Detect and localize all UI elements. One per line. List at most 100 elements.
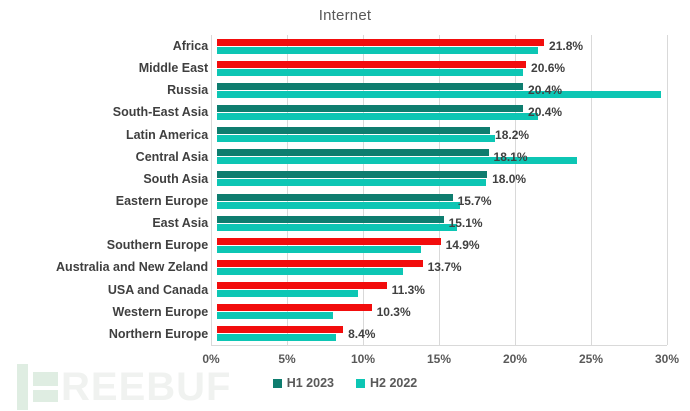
category-row: Africa 21.8% [0, 35, 667, 57]
category-label: Eastern Europe [115, 194, 209, 209]
bar-pair: 18.1% [217, 146, 667, 168]
bar-pair: 20.6% [217, 57, 667, 79]
bar-h2-2022 [217, 135, 495, 143]
bar-h1-2023 [217, 149, 489, 157]
bar-pair: 15.7% [217, 190, 667, 212]
bar-h1-2023 [217, 60, 527, 68]
category-row: Latin America 18.2% [0, 124, 667, 146]
bar-h1-2023 [217, 215, 444, 223]
bar-h2-2022 [217, 46, 539, 54]
category-row: South Asia 18.0% [0, 168, 667, 190]
bar-h1-2023 [217, 193, 453, 201]
data-label: 14.9% [445, 238, 480, 253]
x-axis-tick-label: 30% [654, 352, 680, 366]
category-label: Africa [172, 39, 209, 54]
bar-pair: 8.4% [217, 323, 667, 345]
bar-h2-2022 [217, 223, 458, 231]
bar-h1-2023 [217, 127, 491, 135]
bar-pair: 11.3% [217, 279, 667, 301]
bar-h1-2023 [217, 82, 524, 90]
legend: H1 2023 H2 2022 [0, 376, 690, 390]
category-row: Russia 20.4% [0, 79, 667, 101]
bar-h2-2022 [217, 290, 359, 298]
x-axis-tick-label: 10% [350, 352, 375, 366]
category-row: Southern Europe 14.9% [0, 234, 667, 256]
plot-area [211, 35, 668, 346]
category-row: South-East Asia 20.4% [0, 101, 667, 123]
category-label: Middle East [138, 61, 209, 76]
data-label: 15.1% [448, 216, 483, 231]
data-label: 10.3% [376, 304, 411, 319]
x-axis-tick-label: 25% [578, 352, 604, 366]
data-label: 20.6% [531, 61, 566, 76]
gridline [286, 35, 288, 345]
legend-label: H2 2022 [370, 376, 418, 390]
data-label: 18.0% [492, 171, 527, 186]
bar-h1-2023 [217, 38, 545, 46]
bar-h2-2022 [217, 312, 333, 320]
freebuf-watermark-text: REEBUF [61, 364, 232, 409]
data-label: 20.4% [528, 83, 563, 98]
category-label: South-East Asia [112, 105, 209, 120]
category-label: Southern Europe [106, 238, 209, 253]
bar-pair: 20.4% [217, 79, 667, 101]
legend-swatch-icon [356, 378, 365, 388]
category-row: USA and Canada 11.3% [0, 279, 667, 301]
freebuf-logo-f-icon [33, 371, 58, 402]
gridline [514, 35, 516, 345]
category-label: Australia and New Zeland [56, 260, 209, 275]
gridline [591, 35, 592, 345]
legend-swatch-icon [272, 378, 282, 388]
bar-pair: 18.2% [217, 124, 667, 146]
data-label: 18.2% [495, 127, 530, 142]
data-label: 20.4% [528, 105, 563, 120]
bar-h2-2022 [217, 334, 336, 342]
bar-pair: 14.9% [217, 234, 667, 256]
freebuf-logo-bar-icon [17, 363, 28, 410]
bar-h2-2022 [217, 267, 404, 275]
data-label: 21.8% [549, 39, 584, 54]
legend-item: H2 2022 [356, 376, 417, 390]
category-label: Central Asia [135, 149, 209, 164]
data-label: 15.7% [457, 194, 492, 209]
category-row: Northern Europe 8.4% [0, 323, 667, 345]
bar-h2-2022 [217, 112, 539, 120]
bar-h2-2022 [217, 201, 461, 209]
bar-h1-2023 [217, 304, 372, 312]
category-label: East Asia [152, 216, 209, 231]
category-label: Russia [167, 83, 209, 98]
category-label: USA and Canada [107, 282, 209, 297]
chart-title: Internet [318, 7, 372, 24]
category-label: Latin America [125, 127, 209, 142]
data-label: 18.1% [493, 149, 528, 164]
category-row: Middle East 20.6% [0, 57, 667, 79]
gridline [211, 35, 212, 345]
bar-h2-2022 [217, 90, 661, 98]
x-axis-tick-label: 20% [502, 352, 527, 366]
category-row: Western Europe 10.3% [0, 301, 667, 323]
bar-pair: 15.1% [217, 212, 667, 234]
x-axis: 0% 5% 10% 15% 20% 25% 30% [202, 352, 679, 368]
bar-pair: 10.3% [217, 301, 667, 323]
category-label: Western Europe [112, 304, 209, 319]
freebuf-watermark: REEBUF [17, 362, 231, 411]
gridline [667, 35, 668, 345]
data-label: 8.4% [348, 326, 376, 341]
bar-pair: 21.8% [217, 35, 667, 57]
bar-h2-2022 [217, 157, 578, 165]
bar-pair: 18.0% [217, 168, 667, 190]
bar-h1-2023 [217, 171, 488, 179]
bar-pair: 13.7% [217, 256, 667, 278]
bar-pair: 20.4% [217, 101, 667, 123]
bar-h2-2022 [217, 245, 422, 253]
x-axis-tick-label: 0% [202, 352, 220, 366]
legend-item: H1 2023 [272, 376, 334, 390]
category-row: Central Asia 18.1% [0, 146, 667, 168]
bar-rows: Africa 21.8% Middle East 20.6% Russia 20.4% So… [0, 35, 667, 345]
category-label: Northern Europe [108, 326, 209, 341]
gridline [362, 35, 364, 345]
category-label: South Asia [143, 171, 209, 186]
category-row: East Asia 15.1% [0, 212, 667, 234]
bar-h1-2023 [217, 104, 524, 112]
